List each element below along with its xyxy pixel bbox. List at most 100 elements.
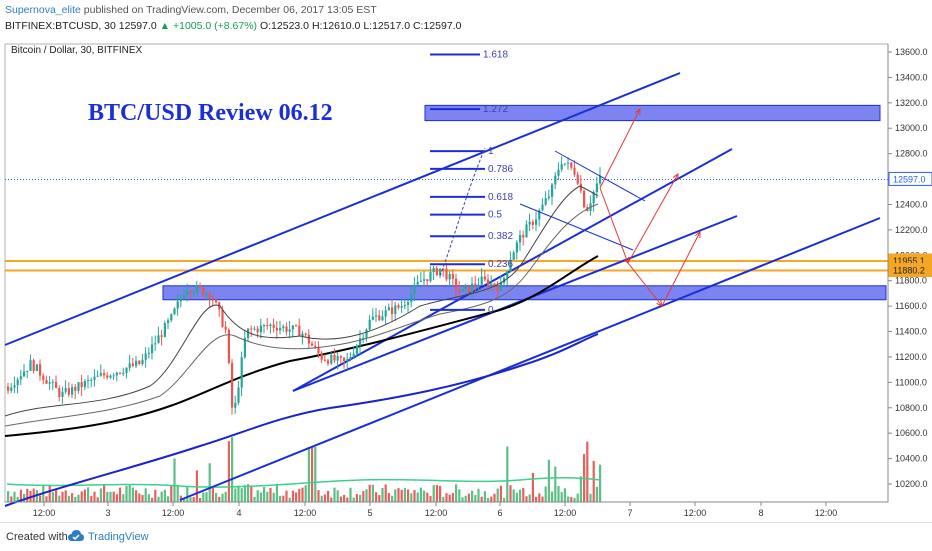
candle-body (496, 286, 499, 291)
price-badge-0 (888, 171, 932, 186)
candle-body (471, 283, 474, 293)
volume-bar (563, 488, 566, 502)
candle-body (32, 360, 35, 371)
x-tick-label: 6 (497, 508, 502, 518)
volume-bar (400, 489, 403, 502)
low-value: L:12517.0 (363, 20, 411, 32)
volume-bar (461, 497, 464, 502)
volume-bar (87, 487, 90, 502)
volume-bar (458, 489, 461, 502)
candle-body (141, 359, 144, 365)
candle-body (544, 198, 547, 205)
projection-arrows (599, 107, 701, 307)
volume-bar (429, 496, 432, 502)
candle-body (263, 325, 266, 327)
candle-body (362, 337, 365, 339)
volume-bar (538, 493, 541, 502)
candle-body (397, 305, 400, 308)
volume-bar (407, 489, 410, 502)
candle-body (48, 382, 51, 384)
volume-bar (288, 497, 291, 502)
candle-body (288, 329, 291, 332)
candle-body (448, 274, 451, 280)
volume-bar (368, 484, 371, 502)
y-tick-label: 11200.0 (895, 352, 927, 362)
volume-bar (144, 488, 147, 502)
candle-body (64, 388, 67, 392)
candle-body (19, 376, 22, 380)
candle-body (224, 326, 227, 330)
volume-bar (154, 489, 157, 502)
y-tick-label: 10200.0 (895, 479, 928, 489)
volume-bar (480, 496, 483, 502)
candle-body (163, 323, 166, 337)
x-tick-label: 12:00 (815, 508, 838, 518)
candle-body (147, 353, 150, 355)
volume-bar (301, 487, 304, 502)
candle-body (301, 333, 304, 337)
volume-bar (416, 492, 419, 502)
fibonacci-levels: 0 0.236 0.382 0.5 0.618 0.786 1 1.272 1.618 (430, 50, 513, 316)
candle-body (375, 315, 378, 317)
volume-bar (189, 497, 192, 502)
volume-bar (327, 490, 330, 502)
volume-bar (554, 466, 557, 502)
candle-body (519, 234, 522, 243)
arrow-line-1 (599, 187, 629, 264)
volume-bar (259, 492, 262, 502)
volume-bar (471, 490, 474, 502)
symbol-label: BITFINEX:BTCUSD, 30 (5, 20, 116, 32)
volume-bar (535, 496, 538, 502)
volume-bar (343, 494, 346, 502)
volume-bar (298, 488, 301, 502)
author-link[interactable]: Supernova_elite (5, 4, 81, 16)
candle-body (144, 353, 147, 360)
volume-bar (346, 497, 349, 502)
candle-body (359, 338, 362, 346)
candle-body (333, 354, 336, 361)
volume-bar (147, 494, 150, 502)
volume-bar (160, 491, 163, 502)
volume-bar (599, 464, 602, 502)
candle-body (506, 271, 509, 278)
volume-bar (227, 441, 230, 502)
volume-bar (483, 491, 486, 502)
volume-bar (295, 492, 298, 502)
y-tick-label: 11000.0 (895, 377, 927, 387)
volume-bar (464, 495, 467, 502)
volume-bar (448, 494, 451, 502)
candle-body (483, 276, 486, 280)
x-tick-label: 12:00 (554, 508, 577, 518)
x-tick-label: 12:00 (425, 508, 448, 518)
volume-bar (391, 495, 394, 502)
channel-line-2 (292, 215, 738, 392)
tradingview-brand-link[interactable]: TradingView (88, 531, 149, 543)
volume-bar (477, 488, 480, 502)
volume-bar (157, 496, 160, 502)
price-chart[interactable]: Bitcoin / Dollar, 30, BITFINEX 0 0.236 0.38… (0, 36, 932, 522)
volume-bar (413, 490, 416, 502)
x-axis: 12:00 3 12:00 4 12:00 5 12:00 6 12:00 7 12:00 8 12:0… (5, 501, 888, 518)
candle-body (413, 284, 416, 294)
candle-body (567, 162, 570, 164)
candle-body (295, 325, 298, 327)
volume-bar (58, 495, 61, 502)
candle-body (371, 316, 374, 320)
candle-body (314, 345, 317, 347)
volume-bar (26, 488, 29, 502)
candle-body (103, 373, 106, 376)
fib-label-1: 0.236 (488, 259, 513, 270)
volume-bar (112, 491, 115, 502)
candle-body (455, 278, 458, 290)
candle-body (490, 283, 493, 287)
candle-body (227, 329, 230, 363)
volume-bar (384, 484, 387, 502)
volume-bar (442, 496, 445, 502)
volume-bar (512, 489, 515, 502)
candle-body (576, 174, 579, 184)
y-tick-label: 13200.0 (895, 98, 928, 108)
candle-body (77, 382, 80, 391)
candle-body (275, 327, 278, 331)
candle-body (355, 345, 358, 354)
volume-bar (103, 484, 106, 502)
